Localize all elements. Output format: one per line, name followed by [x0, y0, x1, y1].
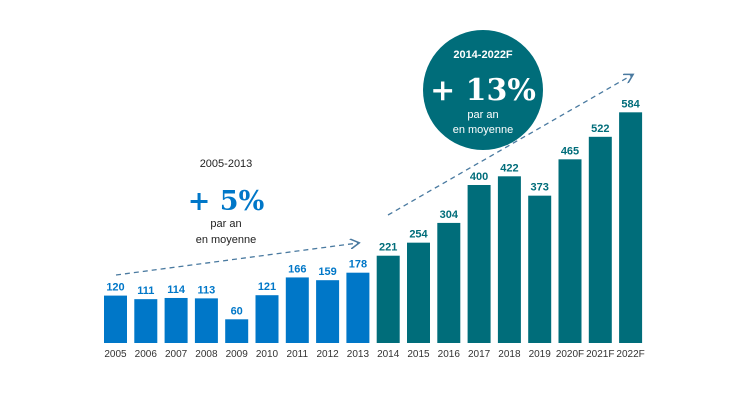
annotation-subtext-2: en moyenne	[453, 124, 514, 136]
bar-2015	[407, 242, 430, 343]
category-label-2020F: 2020F	[556, 349, 584, 360]
category-label-2006: 2006	[135, 349, 158, 360]
value-label-2020F: 465	[561, 145, 579, 157]
value-label-2013: 178	[349, 259, 367, 271]
category-label-2008: 2008	[195, 349, 218, 360]
annotation-subtext-1: par an	[210, 218, 241, 230]
value-label-2012: 159	[318, 266, 336, 278]
bar-2008	[194, 298, 218, 343]
bar-2012	[316, 280, 340, 343]
category-label-2017: 2017	[468, 349, 491, 360]
category-label-2015: 2015	[407, 349, 430, 360]
bar-2020F	[558, 159, 582, 343]
annotation-subtext-1: par an	[467, 109, 498, 121]
value-label-2015: 254	[409, 229, 428, 241]
value-label-2009: 60	[231, 305, 243, 317]
category-label-2007: 2007	[165, 349, 188, 360]
value-label-2005: 120	[106, 282, 124, 294]
value-label-2021F: 522	[591, 123, 609, 135]
value-label-2022F: 584	[621, 98, 640, 110]
annotation-period-label: 2005-2013	[200, 158, 253, 170]
annotation-2014-2022F: 2014-2022F + 13% par an en moyenne	[423, 30, 543, 150]
bar-2005	[104, 295, 127, 343]
bar-2006	[134, 299, 158, 343]
value-label-2008: 113	[198, 284, 216, 296]
bar-2017	[467, 185, 491, 343]
category-label-2009: 2009	[226, 349, 249, 360]
annotation-subtext-2: en moyenne	[196, 234, 257, 246]
bar-2013	[346, 272, 370, 343]
annotation-growth-value: + 5%	[188, 186, 264, 217]
bar-2009	[225, 319, 249, 343]
value-label-2010: 121	[258, 281, 276, 293]
category-label-2019: 2019	[529, 349, 552, 360]
category-label-2018: 2018	[498, 349, 521, 360]
trend-arrow-2005-2013	[115, 243, 358, 276]
value-label-2007: 114	[167, 284, 186, 296]
category-label-2011: 2011	[287, 349, 309, 360]
annotation-circle	[423, 30, 543, 150]
category-label-2014: 2014	[377, 349, 400, 360]
value-label-2018: 422	[500, 162, 518, 174]
bar-2016	[437, 222, 461, 343]
bar-2011	[285, 277, 309, 343]
bar-2019	[528, 195, 552, 343]
value-label-2014: 221	[379, 242, 397, 254]
bars-layer: 120 2005 111 2006 114 2007 113 2008 60 2009 121 201…	[104, 98, 645, 360]
bar-2014	[376, 255, 400, 343]
value-label-2019: 373	[531, 182, 549, 194]
bar-2022F	[619, 112, 643, 343]
value-label-2016: 304	[440, 209, 459, 221]
category-label-2012: 2012	[316, 349, 339, 360]
annotation-2005-2013: 2005-2013 + 5% par an en moyenne	[188, 158, 264, 246]
value-label-2017: 400	[470, 171, 488, 183]
category-label-2021F: 2021F	[586, 349, 614, 360]
category-label-2005: 2005	[104, 349, 127, 360]
value-label-2011: 166	[288, 263, 306, 275]
bar-2010	[255, 295, 279, 343]
category-label-2022F: 2022F	[616, 349, 644, 360]
bar-2007	[164, 297, 188, 343]
annotation-period-label: 2014-2022F	[453, 49, 513, 61]
bar-2018	[497, 176, 521, 343]
category-label-2016: 2016	[438, 349, 461, 360]
annotation-growth-value: + 13%	[430, 73, 536, 108]
trend-arrow-2014-2022	[387, 75, 632, 216]
value-label-2006: 111	[137, 285, 154, 297]
category-label-2013: 2013	[347, 349, 370, 360]
category-label-2010: 2010	[256, 349, 279, 360]
bar-2021F	[588, 136, 612, 343]
